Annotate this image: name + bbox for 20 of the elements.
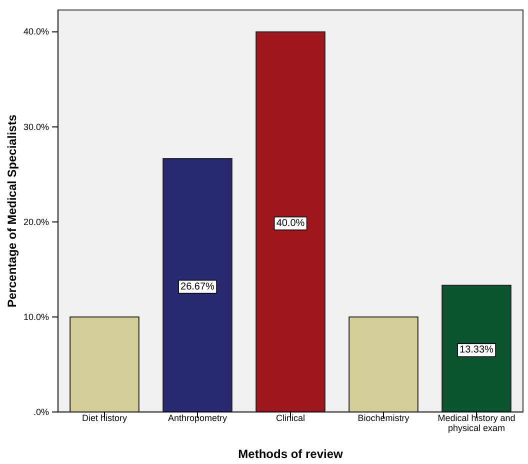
- x-tick-label: Medical history and physical exam: [438, 413, 516, 433]
- data-label: 13.33%: [460, 344, 494, 356]
- data-label: 40.0%: [276, 218, 305, 229]
- y-tick-label: 20.0%: [23, 216, 49, 227]
- x-tick-label: Biochemistry: [358, 413, 410, 423]
- y-tick-label: .0%: [33, 406, 49, 417]
- bar: [442, 284, 512, 412]
- data-label: 26.67%: [180, 281, 215, 292]
- x-axis-title: Methods of review: [238, 447, 344, 461]
- x-tick-label: Diet history: [82, 413, 128, 423]
- y-tick-label: 30.0%: [23, 122, 49, 132]
- y-axis-title: Percentage of Medical Specialists: [5, 114, 19, 308]
- y-tick-label: 40.0%: [23, 26, 49, 37]
- x-tick-label: Anthropometry: [168, 413, 228, 423]
- x-tick-label: Clinical: [276, 413, 306, 423]
- y-tick-label: 10.0%: [23, 312, 49, 322]
- bar: [70, 316, 140, 412]
- bar: [256, 31, 326, 412]
- bar: [162, 158, 232, 412]
- bar: [348, 316, 418, 412]
